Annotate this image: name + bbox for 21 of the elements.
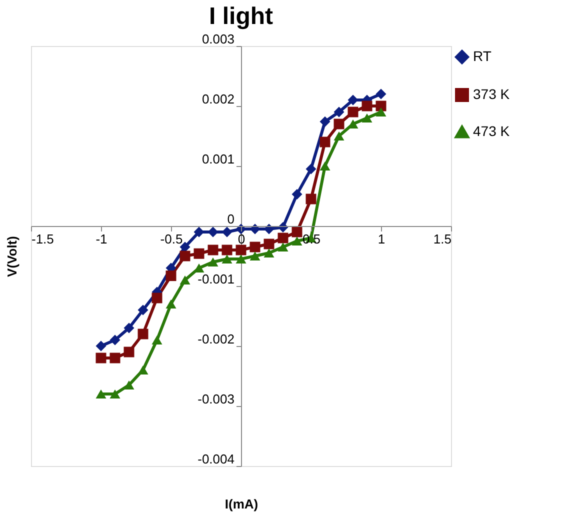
x-tick-label: 0.5 bbox=[302, 232, 321, 246]
y-tick-label: -0.002 bbox=[198, 332, 234, 346]
y-tick-label: -0.003 bbox=[198, 392, 234, 406]
x-tick-label: -0.5 bbox=[160, 232, 183, 246]
x-tick-label: -1.5 bbox=[32, 232, 54, 246]
y-tick-label: 0.003 bbox=[202, 32, 234, 46]
x-axis-title: I(mA) bbox=[224, 496, 258, 512]
y-tick-label: 0.002 bbox=[202, 92, 234, 106]
legend-label: 373 K bbox=[473, 86, 510, 102]
y-tick-label: -0.001 bbox=[198, 272, 234, 286]
legend-label: 473 K bbox=[473, 123, 510, 139]
x-tick-label: 0 bbox=[238, 232, 246, 246]
x-tick-label: -1 bbox=[96, 232, 108, 246]
legend-label: RT bbox=[473, 48, 492, 64]
y-axis-title: V(Volt) bbox=[4, 236, 20, 277]
y-tick-label: 0.001 bbox=[202, 152, 234, 166]
chart-title: I light bbox=[209, 3, 273, 30]
x-tick-label: 1 bbox=[378, 232, 386, 246]
y-tick-label: 0 bbox=[227, 212, 234, 226]
y-tick-label: -0.004 bbox=[198, 452, 234, 466]
x-tick-label: 1.5 bbox=[433, 232, 452, 246]
